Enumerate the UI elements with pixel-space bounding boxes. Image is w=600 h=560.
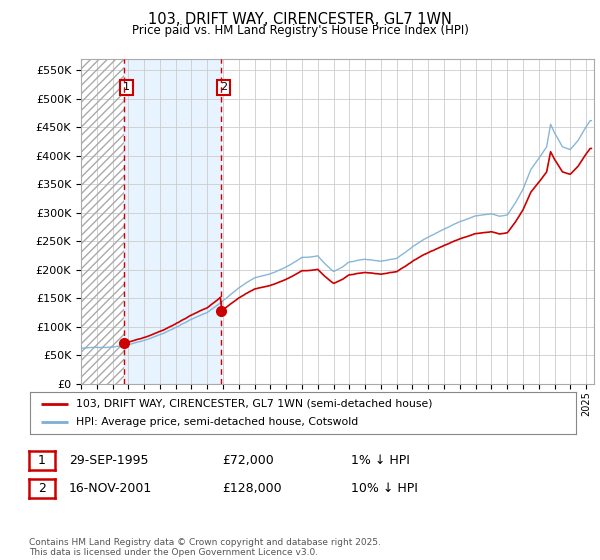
Bar	[81, 59, 124, 384]
Text: £128,000: £128,000	[222, 482, 281, 495]
Text: 2: 2	[220, 82, 227, 92]
Text: HPI: Average price, semi-detached house, Cotswold: HPI: Average price, semi-detached house,…	[76, 417, 359, 427]
Text: Price paid vs. HM Land Registry's House Price Index (HPI): Price paid vs. HM Land Registry's House …	[131, 24, 469, 36]
Text: 29-SEP-1995: 29-SEP-1995	[69, 454, 149, 467]
Text: 1: 1	[123, 82, 130, 92]
Text: Contains HM Land Registry data © Crown copyright and database right 2025.
This d: Contains HM Land Registry data © Crown c…	[29, 538, 380, 557]
Text: 10% ↓ HPI: 10% ↓ HPI	[351, 482, 418, 495]
Text: 1: 1	[38, 454, 46, 467]
Bar	[124, 59, 221, 384]
Text: 16-NOV-2001: 16-NOV-2001	[69, 482, 152, 495]
Bar	[81, 59, 124, 384]
Text: 2: 2	[38, 482, 46, 495]
Text: 103, DRIFT WAY, CIRENCESTER, GL7 1WN (semi-detached house): 103, DRIFT WAY, CIRENCESTER, GL7 1WN (se…	[76, 399, 433, 409]
Text: £72,000: £72,000	[222, 454, 274, 467]
Text: 1% ↓ HPI: 1% ↓ HPI	[351, 454, 410, 467]
Text: 103, DRIFT WAY, CIRENCESTER, GL7 1WN: 103, DRIFT WAY, CIRENCESTER, GL7 1WN	[148, 12, 452, 27]
